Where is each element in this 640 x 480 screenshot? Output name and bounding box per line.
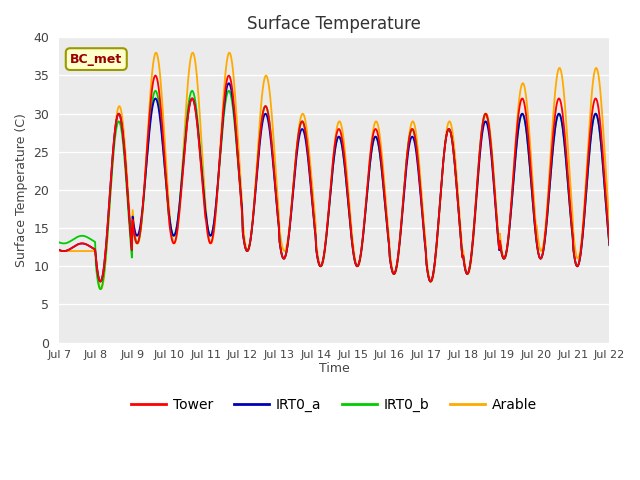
X-axis label: Time: Time — [319, 362, 349, 375]
Title: Surface Temperature: Surface Temperature — [247, 15, 421, 33]
Text: BC_met: BC_met — [70, 53, 122, 66]
Legend: Tower, IRT0_a, IRT0_b, Arable: Tower, IRT0_a, IRT0_b, Arable — [126, 392, 543, 418]
Y-axis label: Surface Temperature (C): Surface Temperature (C) — [15, 113, 28, 267]
